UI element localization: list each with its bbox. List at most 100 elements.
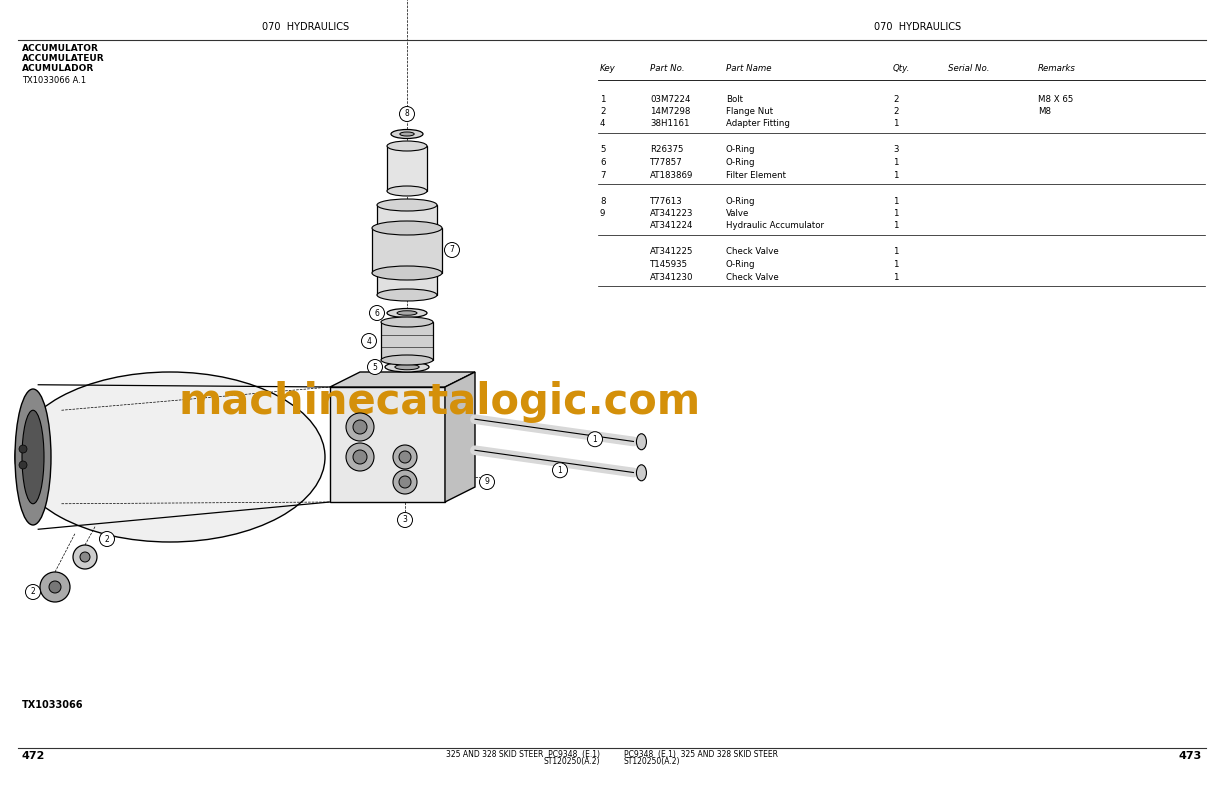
Ellipse shape [377,199,437,211]
Text: 472: 472 [22,751,45,761]
Circle shape [393,445,417,469]
Ellipse shape [22,410,44,504]
Text: 1: 1 [600,94,606,104]
Circle shape [353,420,367,434]
Text: Filter Element: Filter Element [726,170,786,180]
Ellipse shape [377,289,437,301]
Text: 1: 1 [894,170,898,180]
Ellipse shape [397,310,417,315]
Circle shape [399,451,411,463]
Text: 8: 8 [405,109,409,119]
Text: O-Ring: O-Ring [726,260,755,269]
Text: M8: M8 [1038,107,1051,116]
Text: machinecatalogic.com: machinecatalogic.com [179,381,701,423]
Text: O-Ring: O-Ring [726,146,755,154]
Text: Part Name: Part Name [726,64,771,73]
Polygon shape [330,387,446,502]
Text: 1: 1 [592,435,597,444]
Text: PC9348  (E.1)  325 AND 328 SKID STEER: PC9348 (E.1) 325 AND 328 SKID STEER [624,750,778,759]
Text: Qty.: Qty. [894,64,911,73]
Polygon shape [330,372,475,387]
Text: Remarks: Remarks [1038,64,1076,73]
Ellipse shape [15,389,51,525]
Text: T77613: T77613 [650,196,683,205]
Ellipse shape [387,186,427,196]
Text: ST120250(A.2): ST120250(A.2) [543,757,600,766]
Text: 1: 1 [894,196,898,205]
Circle shape [398,512,412,527]
Text: ACCUMULATOR: ACCUMULATOR [22,44,99,53]
Ellipse shape [636,465,646,481]
Text: 8: 8 [600,196,606,205]
FancyBboxPatch shape [387,146,427,191]
Circle shape [346,413,375,441]
Circle shape [26,584,40,600]
Text: AT341230: AT341230 [650,272,694,281]
Text: 2: 2 [104,535,109,543]
Text: Key: Key [600,64,616,73]
Text: Hydraulic Accumulator: Hydraulic Accumulator [726,222,824,230]
Text: 6: 6 [600,158,606,167]
Text: AT183869: AT183869 [650,170,693,180]
Text: Flange Nut: Flange Nut [726,107,774,116]
Text: Check Valve: Check Valve [726,247,778,257]
Circle shape [361,333,377,348]
Text: TX1033066 A.1: TX1033066 A.1 [22,76,86,85]
Ellipse shape [372,221,442,235]
Text: T77857: T77857 [650,158,683,167]
Text: 14M7298: 14M7298 [650,107,690,116]
Ellipse shape [387,309,427,318]
Text: 070  HYDRAULICS: 070 HYDRAULICS [874,22,962,32]
Text: O-Ring: O-Ring [726,158,755,167]
Text: 3: 3 [894,146,898,154]
Text: ACUMULADOR: ACUMULADOR [22,64,94,73]
Text: Part No.: Part No. [650,64,684,73]
Text: 3: 3 [403,516,408,524]
Text: 1: 1 [894,272,898,281]
Polygon shape [446,372,475,502]
Text: Valve: Valve [726,209,749,218]
Text: Check Valve: Check Valve [726,272,778,281]
Text: M8 X 65: M8 X 65 [1038,94,1073,104]
Text: 5: 5 [600,146,606,154]
Circle shape [73,545,97,569]
Ellipse shape [381,317,433,327]
Text: Bolt: Bolt [726,94,743,104]
Text: 1: 1 [894,209,898,218]
Text: 2: 2 [894,107,898,116]
Circle shape [552,463,568,478]
Text: 7: 7 [449,246,454,254]
Text: R26375: R26375 [650,146,683,154]
FancyBboxPatch shape [377,205,437,295]
Text: 1: 1 [558,466,562,474]
Text: 03M7224: 03M7224 [650,94,690,104]
Text: 2: 2 [894,94,898,104]
Text: 38H1161: 38H1161 [650,120,689,128]
Text: 7: 7 [600,170,606,180]
Circle shape [444,242,459,257]
Circle shape [49,581,61,593]
Text: 4: 4 [600,120,606,128]
Text: 1: 1 [894,158,898,167]
Circle shape [588,432,602,447]
Circle shape [399,106,415,121]
Text: 5: 5 [372,363,377,371]
Text: AT341224: AT341224 [650,222,694,230]
Text: 325 AND 328 SKID STEER  PC9348  (E.1): 325 AND 328 SKID STEER PC9348 (E.1) [446,750,600,759]
Text: 2: 2 [31,588,35,596]
Text: 1: 1 [894,247,898,257]
Text: 1: 1 [894,222,898,230]
Circle shape [399,476,411,488]
Circle shape [20,461,27,469]
Circle shape [367,360,382,375]
Ellipse shape [372,266,442,280]
Text: 473: 473 [1179,751,1202,761]
Ellipse shape [387,141,427,151]
Circle shape [353,450,367,464]
Text: O-Ring: O-Ring [726,196,755,205]
Text: 1: 1 [894,120,898,128]
Text: 2: 2 [600,107,606,116]
Circle shape [370,306,384,321]
Ellipse shape [386,362,428,372]
Ellipse shape [636,434,646,450]
